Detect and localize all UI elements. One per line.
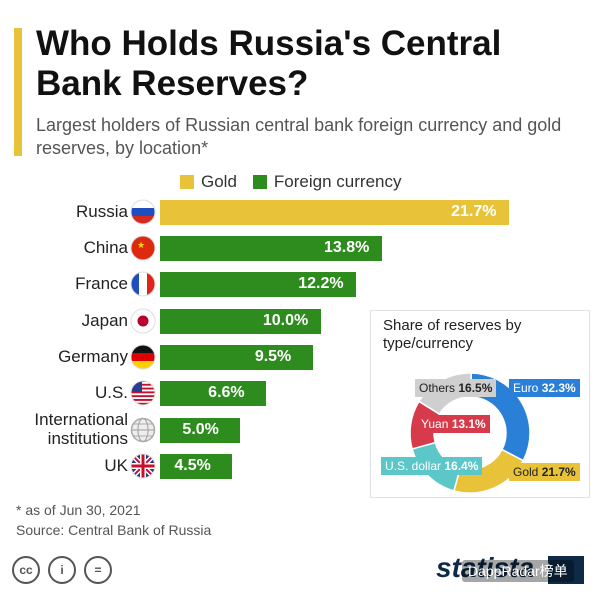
japan-flag-icon	[130, 308, 156, 334]
uk-flag-icon	[130, 453, 156, 479]
legend: Gold Foreign currency	[180, 172, 401, 192]
page-subtitle: Largest holders of Russian central bank …	[36, 115, 562, 158]
accent-bar	[14, 28, 22, 156]
bar-category-label: France	[75, 274, 128, 293]
legend-item-foreign-currency: Foreign currency	[252, 172, 402, 192]
bar-category-label: UK	[104, 456, 128, 475]
reserves-share-panel: Share of reserves by type/currency Euro …	[370, 310, 590, 498]
footnote-date: * as of Jun 30, 2021	[16, 502, 141, 518]
russia-flag-icon	[130, 199, 156, 225]
bar-category-label: China	[83, 238, 128, 257]
bar	[160, 272, 357, 297]
cc-icon[interactable]: cc	[12, 556, 40, 584]
watermark: DappRadar榜单	[462, 560, 574, 582]
footnote: * as of Jun 30, 2021 Source: Central Ban…	[16, 500, 211, 540]
svg-text:★: ★	[137, 240, 145, 250]
legend-item-gold: Gold	[180, 172, 237, 192]
bar-category-label: Japan	[81, 311, 128, 330]
us-flag-icon	[130, 380, 156, 406]
bar-category-label: Russia	[76, 202, 128, 221]
bar	[160, 418, 241, 443]
bar-value-label: 5.0%	[182, 421, 219, 438]
statista-mark-icon	[548, 556, 584, 584]
bar-value-label: 6.6%	[208, 384, 245, 401]
bar-value-label: 10.0%	[262, 312, 309, 329]
bar	[160, 381, 267, 406]
bar-value-label: 12.2%	[298, 275, 344, 292]
bar-category-label: U.S.	[94, 383, 128, 402]
bar-value-label: 9.5%	[254, 348, 292, 365]
bar-category-label: Germany	[58, 347, 128, 366]
globe-icon	[130, 417, 156, 443]
bar-value-label: 21.7%	[451, 203, 497, 220]
donut-slice-label: U.S. dollar 16.4%	[381, 457, 483, 475]
bar	[160, 236, 382, 261]
donut-slice-label: Yuan 13.1%	[417, 415, 490, 433]
bar-value-label: 13.8%	[324, 239, 370, 256]
bar	[160, 200, 510, 225]
statista-logo[interactable]: statista	[436, 552, 535, 583]
bar	[160, 345, 313, 370]
no-derivatives-icon[interactable]: =	[84, 556, 112, 584]
legend-swatch-gold	[180, 175, 194, 189]
donut-slice-label: Others 16.5%	[415, 379, 497, 397]
china-flag-icon: ★	[130, 235, 156, 261]
attribution-icon[interactable]: i	[48, 556, 76, 584]
license-icons: cc i =	[12, 556, 112, 584]
bar	[160, 454, 233, 479]
france-flag-icon	[130, 271, 156, 297]
donut-slice-label: Euro 32.3%	[509, 379, 580, 397]
source-note: Source: Central Bank of Russia	[16, 522, 212, 538]
donut-title: Share of reserves by type/currency	[383, 317, 522, 352]
legend-swatch-foreign-currency	[252, 175, 267, 189]
legend-label-foreign-currency: Foreign currency	[273, 172, 402, 191]
germany-flag-icon	[130, 344, 156, 370]
donut-slice-label: Gold 21.7%	[509, 463, 580, 481]
legend-label-gold: Gold	[201, 172, 237, 191]
page-title: Who Holds Russia's Central Bank Reserves…	[36, 24, 502, 103]
bar-category-label: International institutions	[34, 410, 128, 448]
bar	[160, 309, 321, 334]
bar-value-label: 4.5%	[174, 457, 211, 474]
